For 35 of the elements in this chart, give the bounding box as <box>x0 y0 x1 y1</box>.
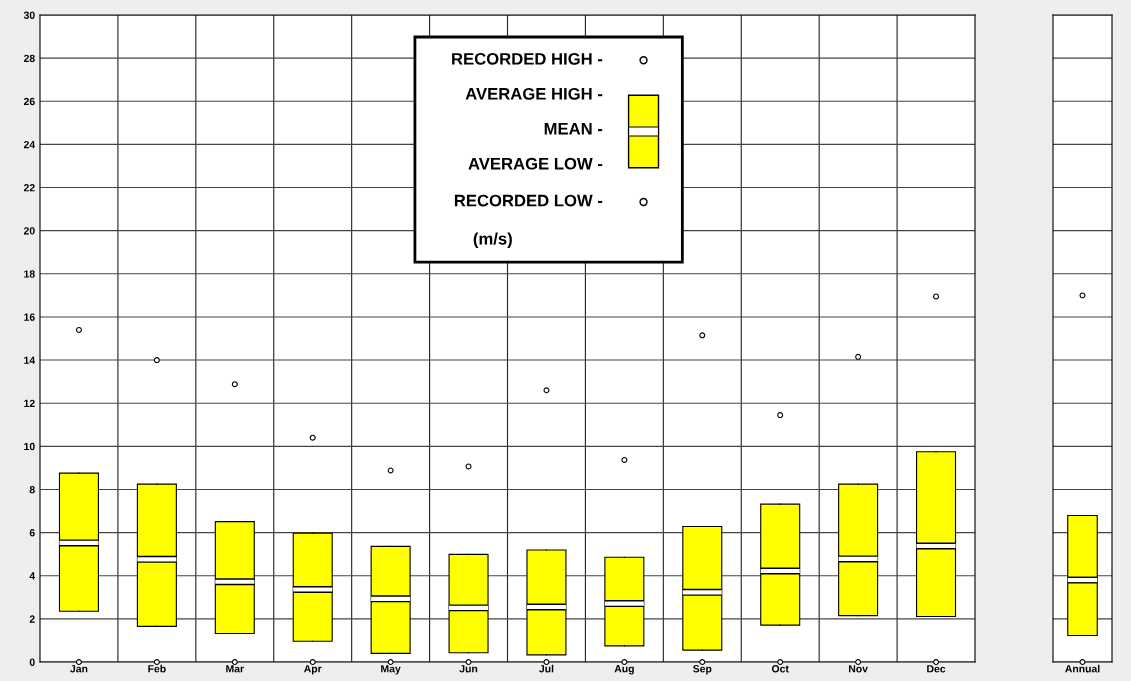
x-tick-label: Feb <box>148 664 166 673</box>
x-tick-label: Mar <box>226 665 244 673</box>
y-tick-label: 16 <box>24 313 35 321</box>
y-tick-label: 8 <box>29 485 35 494</box>
y-tick-label: 26 <box>23 97 35 106</box>
y-tick-label: 28 <box>23 54 35 63</box>
x-tick-label: Aug <box>614 665 634 675</box>
annotation: RECORDED HIGH - <box>452 52 603 65</box>
x-tick-label: Apr <box>304 665 322 675</box>
y-axis-title: (m/s) <box>473 232 512 248</box>
annotation: AVERAGE HIGH - <box>465 87 603 100</box>
y-tick-label: 2 <box>29 615 35 623</box>
x-tick-label: Annual <box>1065 664 1100 673</box>
annotation: RECORDED LOW - <box>454 194 603 207</box>
y-tick-label: 20 <box>23 227 35 235</box>
x-tick-label: Jan <box>70 665 88 673</box>
y-tick-label: 4 <box>29 572 36 580</box>
y-tick-label: 10 <box>24 442 35 451</box>
y-tick-label: 22 <box>23 184 35 192</box>
y-tick-label: 18 <box>24 270 35 278</box>
y-tick-label: 30 <box>23 11 35 19</box>
annotation: AVERAGE LOW - <box>468 157 603 170</box>
x-tick-label: Nov <box>848 665 868 673</box>
x-tick-label: Dec <box>927 665 946 673</box>
x-tick-label: Jun <box>459 665 478 673</box>
x-tick-label: Jul <box>539 664 554 673</box>
y-tick-label: 12 <box>24 399 35 407</box>
y-tick-label: 0 <box>29 658 35 666</box>
y-tick-label: 24 <box>23 140 36 149</box>
annotation: MEAN - <box>544 123 603 135</box>
y-tick-label: 14 <box>24 356 36 364</box>
x-tick-label: Oct <box>771 665 789 673</box>
x-tick-label: Sep <box>693 665 712 675</box>
x-tick-label: May <box>381 665 401 675</box>
y-tick-label: 6 <box>29 529 35 537</box>
